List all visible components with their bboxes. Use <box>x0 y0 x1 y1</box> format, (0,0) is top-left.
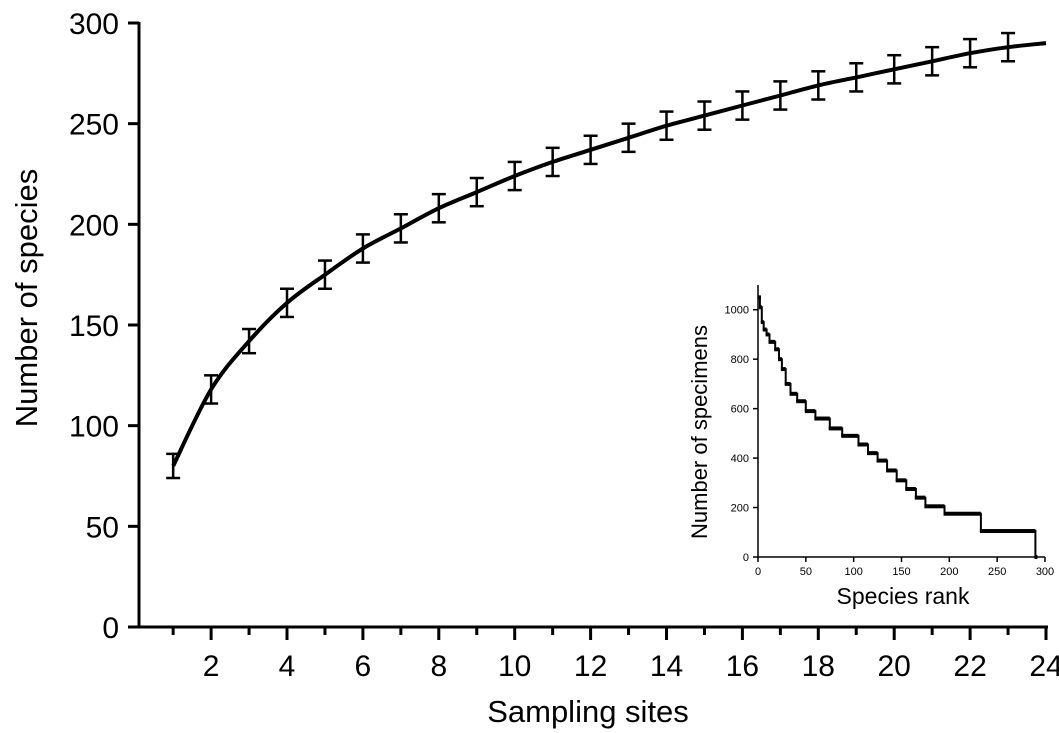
main-y-axis-label: Number of species <box>9 169 44 427</box>
inset-x-tick-label: 100 <box>844 566 862 578</box>
inset-y-axis-label: Number of specimens <box>687 325 712 539</box>
inset-step-marker <box>814 416 830 421</box>
inset-x-tick-label: 50 <box>800 566 812 578</box>
inset-step-marker <box>979 529 1036 534</box>
main-error-bars <box>166 31 1016 480</box>
inset-step-marker <box>943 511 981 516</box>
main-y-tick-label: 0 <box>102 612 119 645</box>
inset-step-marker <box>1034 555 1038 559</box>
inset-y-ticks: 0 200 400 600 800 1000 <box>725 305 758 564</box>
inset-x-axis-label: Species rank <box>837 583 970 609</box>
inset-step-marker <box>895 478 907 483</box>
main-x-tick-label: 14 <box>650 650 683 683</box>
inset-step-marker <box>765 332 770 337</box>
inset-markers <box>757 295 1038 559</box>
main-x-tick-label: 24 <box>1029 650 1059 683</box>
inset-step-marker <box>905 487 916 491</box>
inset-step-marker <box>780 367 786 372</box>
inset-step-marker <box>774 347 780 352</box>
inset-x-tick-label: 250 <box>988 566 1006 578</box>
inset-step-marker <box>760 320 764 325</box>
main-x-tick-label: 16 <box>726 650 759 683</box>
inset-step-marker <box>886 468 897 473</box>
main-y-tick-label: 150 <box>69 310 119 343</box>
inset-x-tick-label: 150 <box>892 566 910 578</box>
inset-step-marker <box>757 295 761 300</box>
inset-x-tick-label: 0 <box>755 566 761 578</box>
inset-x-tick-label: 300 <box>1036 566 1054 578</box>
inset-step-marker <box>924 504 945 509</box>
inset-y-tick-label: 1000 <box>725 305 749 317</box>
main-x-axis-label: Sampling sites <box>487 694 689 729</box>
main-x-tick-label: 2 <box>203 650 220 683</box>
inset-x-tick-label: 200 <box>940 566 958 578</box>
inset-plot: 0 200 400 600 800 1000 0 50 100 150 200 250 300 Spe… <box>687 285 1054 609</box>
inset-step-marker <box>867 451 878 456</box>
main-y-tick-label: 300 <box>69 8 119 41</box>
inset-y-tick-label: 600 <box>731 404 749 416</box>
main-x-tick-label: 12 <box>574 650 607 683</box>
inset-step-marker <box>804 409 816 414</box>
inset-step-marker <box>762 327 767 332</box>
main-y-tick-label: 50 <box>86 511 119 544</box>
main-x-tick-label: 22 <box>953 650 986 683</box>
inset-step-marker <box>768 339 776 344</box>
main-series-line <box>171 41 1047 467</box>
main-x-ticks: 2 4 6 8 10 12 14 16 18 20 22 24 <box>171 627 1059 683</box>
main-x-tick-label: 6 <box>355 650 372 683</box>
inset-y-tick-label: 200 <box>731 503 749 515</box>
main-x-tick-label: 4 <box>279 650 296 683</box>
inset-y-tick-label: 0 <box>743 552 749 564</box>
inset-y-tick-label: 800 <box>731 354 749 366</box>
main-x-tick-label: 10 <box>498 650 531 683</box>
inset-step-marker <box>841 433 859 438</box>
main-x-tick-label: 18 <box>802 650 835 683</box>
main-y-tick-label: 250 <box>69 109 119 142</box>
main-y-ticks: 0 50 100 150 200 250 300 <box>69 8 139 645</box>
inset-step-marker <box>876 458 888 463</box>
inset-step-marker <box>789 391 798 396</box>
inset-step-marker <box>784 381 791 386</box>
main-y-tick-label: 100 <box>69 411 119 444</box>
main-y-tick-label: 200 <box>69 209 119 242</box>
inset-step-marker <box>914 495 926 500</box>
main-x-tick-label: 8 <box>430 650 447 683</box>
inset-series-line <box>758 296 1037 557</box>
inset-step-marker <box>758 305 762 310</box>
inset-step-marker <box>828 426 843 431</box>
inset-x-ticks: 0 50 100 150 200 250 300 <box>755 557 1054 578</box>
main-x-tick-label: 20 <box>878 650 911 683</box>
inset-step-marker <box>796 399 806 404</box>
inset-y-tick-label: 400 <box>731 453 749 465</box>
inset-step-marker <box>857 442 869 447</box>
inset-step-marker <box>778 357 782 362</box>
